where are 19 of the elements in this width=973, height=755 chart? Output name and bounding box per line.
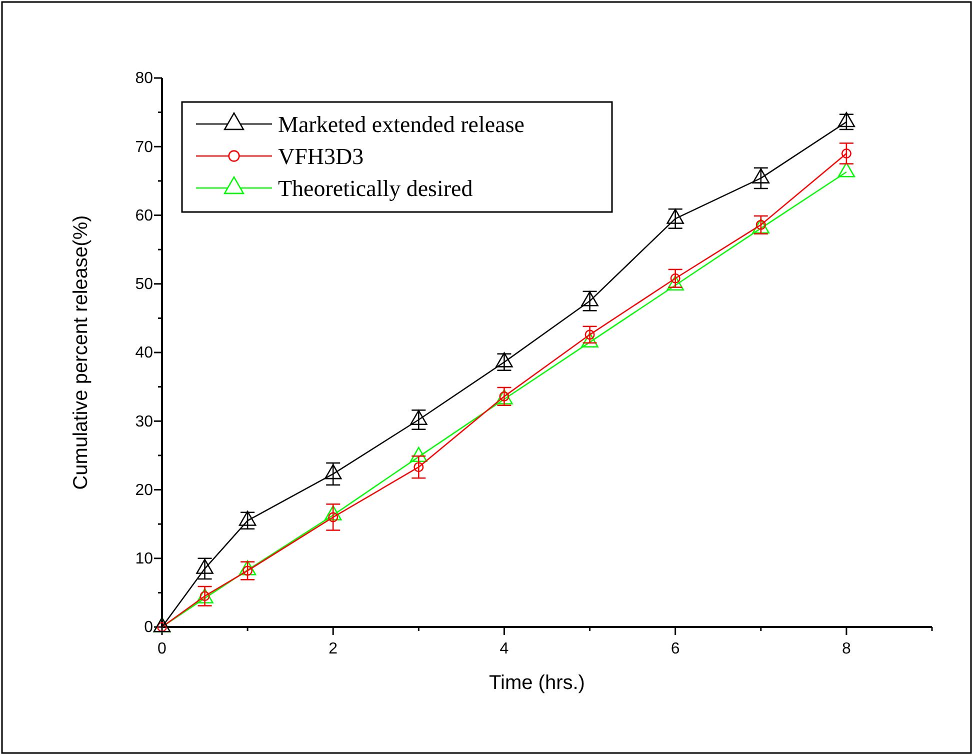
y-tick-label: 30 xyxy=(135,413,154,430)
y-tick-label: 50 xyxy=(135,276,154,293)
legend-label: Theoretically desired xyxy=(278,176,474,201)
x-tick-label: 0 xyxy=(158,640,167,658)
y-axis-title: Cumulative percent release(%) xyxy=(70,215,92,490)
x-tick-label: 8 xyxy=(842,640,851,658)
x-tick-label: 6 xyxy=(670,640,680,658)
x-axis-title: Time (hrs.) xyxy=(489,672,585,694)
x-tick-label: 2 xyxy=(328,640,338,658)
legend-label: Marketed extended release xyxy=(278,112,524,137)
y-tick-label: 60 xyxy=(135,207,154,224)
y-tick-label: 70 xyxy=(135,138,154,156)
y-tick-label: 80 xyxy=(135,70,154,88)
y-tick-label: 0 xyxy=(144,619,154,636)
y-tick-label: 40 xyxy=(135,344,154,362)
x-tick-label: 4 xyxy=(500,640,509,658)
y-tick-label: 10 xyxy=(135,550,154,568)
y-tick-label: 20 xyxy=(135,482,154,499)
legend-label: VFH3D3 xyxy=(278,144,364,169)
